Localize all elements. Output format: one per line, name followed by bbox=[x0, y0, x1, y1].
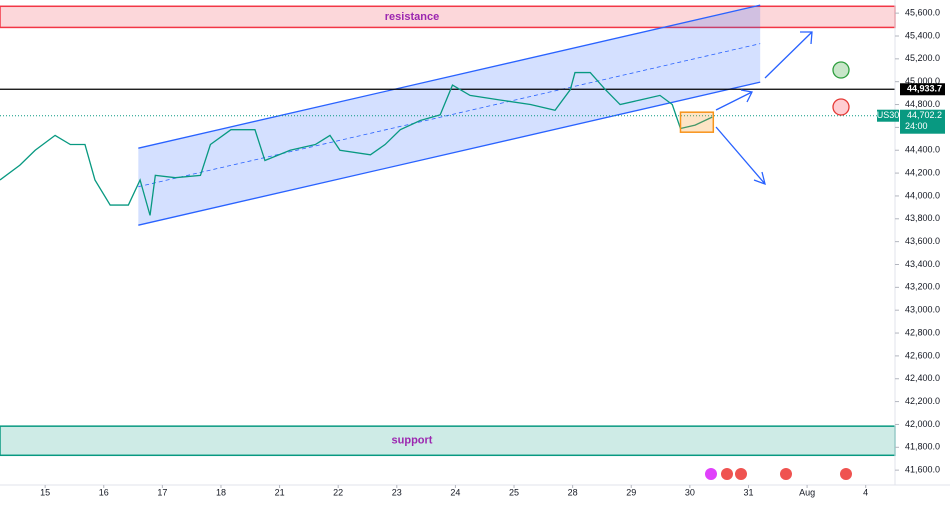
zone bbox=[0, 425, 896, 457]
y-tick-label: 41,600.0 bbox=[905, 465, 940, 475]
y-tick-label: 45,200.0 bbox=[905, 53, 940, 63]
y-tick-label: 43,600.0 bbox=[905, 236, 940, 246]
y-tick-label: 44,800.0 bbox=[905, 99, 940, 109]
symbol-tag-label: US30 bbox=[877, 110, 900, 120]
annotations bbox=[715, 31, 850, 186]
event-icon bbox=[780, 468, 792, 480]
x-tick-label: 21 bbox=[275, 487, 285, 497]
x-tick-label: 24 bbox=[450, 487, 460, 497]
x-tick-label: 22 bbox=[333, 487, 343, 497]
green-signal bbox=[832, 61, 850, 79]
channel-fill bbox=[138, 5, 761, 226]
y-tick-label: 45,400.0 bbox=[905, 30, 940, 40]
y-tick-label: 45,000.0 bbox=[905, 76, 940, 86]
y-tick-label: 42,000.0 bbox=[905, 419, 940, 429]
y-tick-label: 43,800.0 bbox=[905, 213, 940, 223]
y-tick-label: 42,400.0 bbox=[905, 373, 940, 383]
last-price-label: 44,702.2 bbox=[907, 110, 942, 120]
price-tag bbox=[900, 83, 945, 96]
arrow-small bbox=[715, 89, 753, 111]
y-tick-label: 43,200.0 bbox=[905, 282, 940, 292]
x-tick-label: 23 bbox=[392, 487, 402, 497]
zone-label: resistance bbox=[385, 11, 439, 23]
channel-middle bbox=[138, 43, 761, 188]
y-tick-label: 41,800.0 bbox=[905, 442, 940, 452]
y-tick-label: 42,600.0 bbox=[905, 350, 940, 360]
x-tick-label: Aug bbox=[799, 487, 815, 497]
zone-label: support bbox=[392, 435, 433, 447]
y-tick-label: 45,600.0 bbox=[905, 8, 940, 18]
event-icon bbox=[735, 468, 747, 480]
highlight-box bbox=[679, 111, 715, 133]
y-tick-label: 43,000.0 bbox=[905, 305, 940, 315]
countdown-label: 24:00 bbox=[905, 121, 928, 131]
x-tick-label: 15 bbox=[40, 487, 50, 497]
arrow-up bbox=[764, 31, 813, 79]
plot: resistance support 41,600.0 41,800.0 42,000.… bbox=[0, 0, 950, 497]
x-tick-label: 16 bbox=[99, 487, 109, 497]
arrow-down bbox=[715, 126, 766, 186]
last-price-tag bbox=[900, 109, 945, 134]
x-tick-label: 31 bbox=[743, 487, 753, 497]
red-signal bbox=[832, 98, 850, 116]
y-tick-label: 44,400.0 bbox=[905, 145, 940, 155]
price-tag-label: 44,933.7 bbox=[907, 84, 942, 94]
symbol-tag bbox=[877, 109, 899, 122]
y-tick-label: 44,200.0 bbox=[905, 167, 940, 177]
event-icon bbox=[705, 468, 717, 480]
x-tick-label: 30 bbox=[685, 487, 695, 497]
y-tick-label: 42,800.0 bbox=[905, 327, 940, 337]
x-tick-label: 28 bbox=[568, 487, 578, 497]
event-icon bbox=[721, 468, 733, 480]
x-tick-label: 4 bbox=[863, 487, 868, 497]
y-tick-label: 44,000.0 bbox=[905, 190, 940, 200]
x-tick-label: 25 bbox=[509, 487, 519, 497]
channel-upper bbox=[138, 4, 761, 149]
y-tick-label: 43,400.0 bbox=[905, 259, 940, 269]
event-icon bbox=[840, 468, 852, 480]
y-tick-label: 42,200.0 bbox=[905, 396, 940, 406]
event-icons bbox=[705, 468, 852, 480]
x-tick-label: 17 bbox=[157, 487, 167, 497]
x-tick-label: 18 bbox=[216, 487, 226, 497]
channel-lower bbox=[138, 81, 761, 226]
zone bbox=[0, 5, 896, 29]
price-line bbox=[0, 71, 713, 216]
x-tick-label: 29 bbox=[626, 487, 636, 497]
